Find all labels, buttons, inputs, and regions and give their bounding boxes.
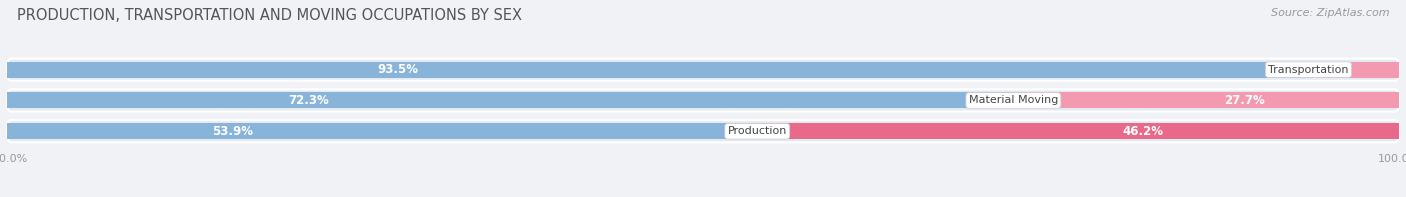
Text: Material Moving: Material Moving [969,96,1059,105]
Text: 46.2%: 46.2% [1122,125,1164,138]
Text: 93.5%: 93.5% [377,63,418,76]
Bar [1309,62,1400,78]
Bar [7,62,1309,78]
Text: 53.9%: 53.9% [212,125,253,138]
FancyBboxPatch shape [7,120,1399,142]
Text: Source: ZipAtlas.com: Source: ZipAtlas.com [1271,8,1389,18]
Bar [7,123,758,139]
FancyBboxPatch shape [7,59,1399,81]
Text: PRODUCTION, TRANSPORTATION AND MOVING OCCUPATIONS BY SEX: PRODUCTION, TRANSPORTATION AND MOVING OC… [17,8,522,23]
Bar [1014,92,1399,109]
Text: Transportation: Transportation [1268,65,1348,75]
Text: 72.3%: 72.3% [288,94,329,107]
FancyBboxPatch shape [7,89,1399,112]
Bar [7,92,1014,109]
Text: 27.7%: 27.7% [1225,94,1265,107]
Bar [758,123,1400,139]
Text: Production: Production [727,126,787,136]
Legend: Male, Female: Male, Female [644,192,762,197]
